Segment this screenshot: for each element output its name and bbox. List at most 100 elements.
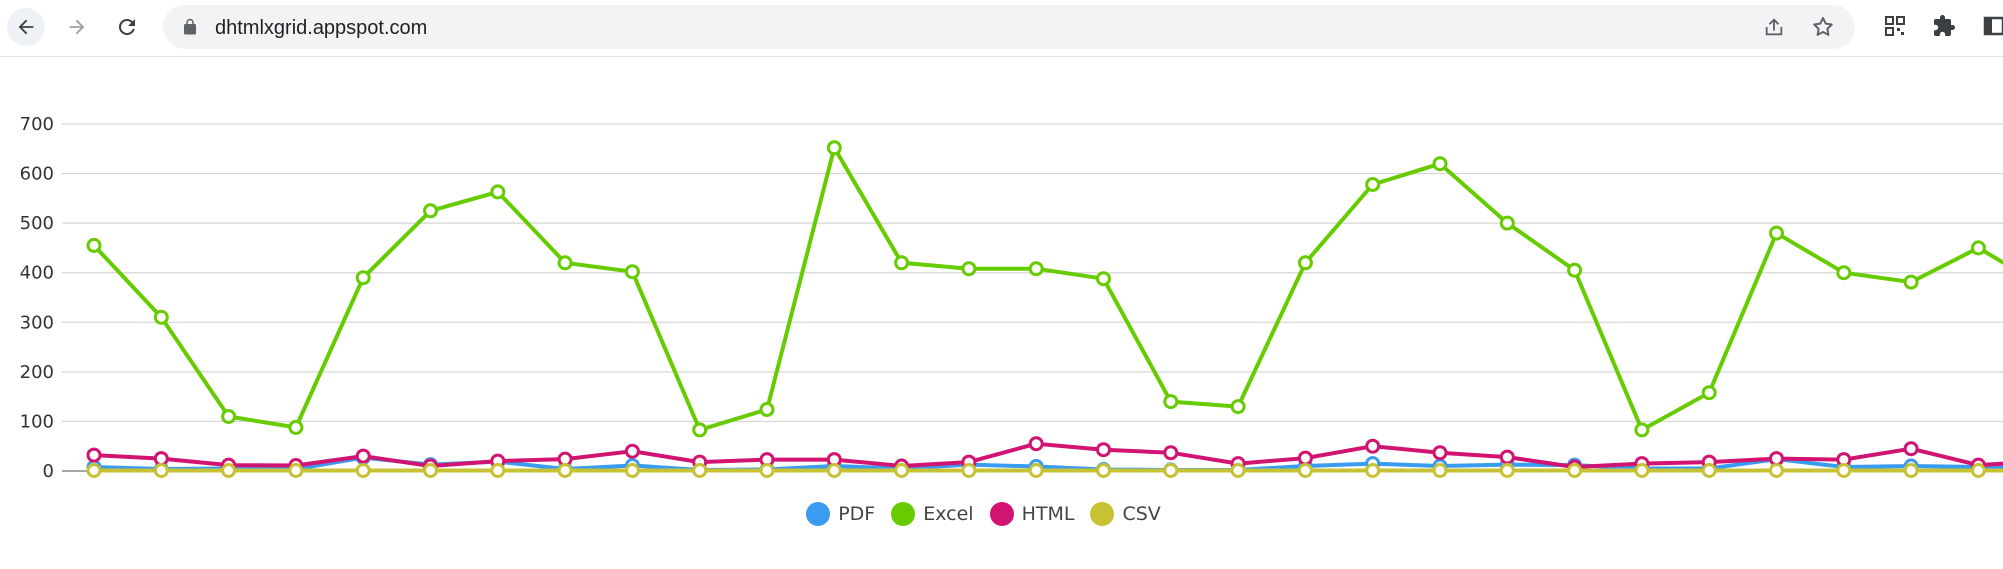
legend-item-pdf[interactable]: PDF: [806, 502, 875, 526]
forward-arrow-icon: [69, 19, 85, 35]
data-point-csv[interactable]: [1365, 463, 1381, 478]
data-point-excel[interactable]: [1903, 274, 1919, 290]
data-point-excel[interactable]: [1096, 271, 1111, 287]
data-point-excel[interactable]: [692, 422, 708, 438]
data-point-html[interactable]: [1297, 450, 1313, 466]
data-point-excel[interactable]: [1230, 399, 1246, 415]
data-point-excel[interactable]: [1701, 385, 1717, 401]
data-point-excel[interactable]: [1567, 262, 1583, 278]
data-point-csv[interactable]: [1634, 463, 1650, 478]
reload-button[interactable]: [108, 8, 146, 46]
data-point-excel[interactable]: [1970, 240, 1986, 256]
data-point-excel[interactable]: [759, 402, 775, 417]
data-point-csv[interactable]: [1970, 463, 1986, 478]
forward-button[interactable]: [58, 8, 96, 46]
data-point-excel[interactable]: [86, 237, 102, 253]
data-point-csv[interactable]: [1769, 463, 1784, 478]
data-point-excel[interactable]: [288, 419, 304, 435]
legend-item-csv[interactable]: CSV: [1090, 502, 1161, 526]
back-button[interactable]: [7, 8, 45, 46]
data-point-csv[interactable]: [692, 463, 708, 478]
legend-swatch: [891, 502, 916, 526]
y-tick-label: 400: [20, 263, 54, 284]
data-point-csv[interactable]: [1163, 463, 1179, 478]
data-point-csv[interactable]: [153, 463, 169, 478]
legend-swatch: [806, 502, 831, 526]
data-point-csv[interactable]: [1701, 463, 1717, 478]
data-point-excel[interactable]: [1432, 156, 1448, 172]
data-point-excel[interactable]: [557, 255, 573, 271]
address-bar[interactable]: dhtmlxgrid.appspot.com: [163, 5, 1855, 49]
data-point-html[interactable]: [86, 447, 102, 463]
data-point-html[interactable]: [1028, 436, 1044, 452]
data-point-html[interactable]: [355, 448, 371, 464]
data-point-excel[interactable]: [221, 409, 237, 424]
data-point-excel[interactable]: [1028, 261, 1044, 277]
data-point-csv[interactable]: [423, 463, 438, 478]
data-point-html[interactable]: [1163, 445, 1179, 461]
data-point-html[interactable]: [1499, 449, 1515, 465]
series-line-html: [93, 441, 2003, 469]
data-point-excel[interactable]: [894, 255, 910, 271]
data-point-excel[interactable]: [153, 309, 169, 325]
data-point-html[interactable]: [1096, 442, 1111, 458]
data-point-csv[interactable]: [86, 463, 102, 478]
data-point-excel[interactable]: [1297, 255, 1313, 271]
data-point-html[interactable]: [1903, 441, 1919, 457]
data-point-csv[interactable]: [961, 463, 977, 478]
data-point-excel[interactable]: [1365, 177, 1381, 192]
data-point-csv[interactable]: [826, 463, 842, 478]
y-axis-labels: 0 100 200 300 400 500 600 700: [20, 114, 54, 482]
data-point-excel[interactable]: [1499, 215, 1515, 231]
data-point-csv[interactable]: [1297, 463, 1313, 478]
legend-label: PDF: [838, 503, 876, 525]
data-point-html[interactable]: [1365, 438, 1381, 454]
data-point-csv[interactable]: [1903, 463, 1919, 478]
y-tick-label: 600: [20, 164, 54, 185]
data-point-csv[interactable]: [1567, 463, 1583, 478]
data-point-csv[interactable]: [1499, 463, 1515, 478]
data-point-excel[interactable]: [624, 264, 640, 280]
data-point-excel[interactable]: [490, 184, 506, 200]
data-point-csv[interactable]: [355, 463, 371, 478]
legend-item-html[interactable]: HTML: [989, 502, 1075, 526]
data-point-excel[interactable]: [355, 270, 371, 286]
legend-item-excel[interactable]: Excel: [891, 502, 974, 526]
data-point-csv[interactable]: [1432, 463, 1448, 478]
data-point-excel[interactable]: [423, 203, 438, 219]
data-point-csv[interactable]: [1230, 463, 1246, 478]
puzzle-icon[interactable]: [1932, 14, 1956, 38]
side-panel-icon[interactable]: [1982, 14, 2003, 38]
data-point-excel[interactable]: [1634, 422, 1650, 438]
y-tick-label: 0: [43, 461, 54, 482]
data-point-csv[interactable]: [557, 463, 573, 478]
data-point-csv[interactable]: [1096, 463, 1111, 478]
data-point-excel[interactable]: [1836, 265, 1852, 281]
reload-icon: [118, 18, 135, 35]
data-point-excel[interactable]: [1769, 225, 1784, 241]
y-tick-label: 200: [20, 362, 54, 383]
data-point-csv[interactable]: [894, 463, 910, 478]
data-point-csv[interactable]: [759, 463, 775, 478]
data-point-html[interactable]: [153, 451, 169, 467]
data-point-html[interactable]: [1769, 451, 1784, 467]
star-icon[interactable]: [1811, 15, 1835, 39]
y-tick-label: 100: [20, 411, 54, 432]
data-point-excel[interactable]: [1163, 394, 1179, 410]
series-line-excel: [92, 145, 2003, 432]
data-point-csv[interactable]: [624, 463, 640, 478]
series-csv: [86, 463, 2003, 478]
share-icon[interactable]: [1763, 16, 1785, 38]
data-point-excel[interactable]: [826, 140, 842, 156]
data-point-csv[interactable]: [288, 463, 304, 478]
data-point-excel[interactable]: [961, 261, 977, 277]
qr-code-icon[interactable]: [1883, 14, 1907, 38]
data-point-csv[interactable]: [1028, 463, 1044, 478]
data-point-csv[interactable]: [490, 463, 506, 478]
data-point-csv[interactable]: [1836, 463, 1852, 478]
data-point-csv[interactable]: [221, 463, 237, 478]
data-point-html[interactable]: [624, 443, 640, 459]
data-point-html[interactable]: [1432, 445, 1448, 461]
legend-label: HTML: [1021, 503, 1075, 525]
